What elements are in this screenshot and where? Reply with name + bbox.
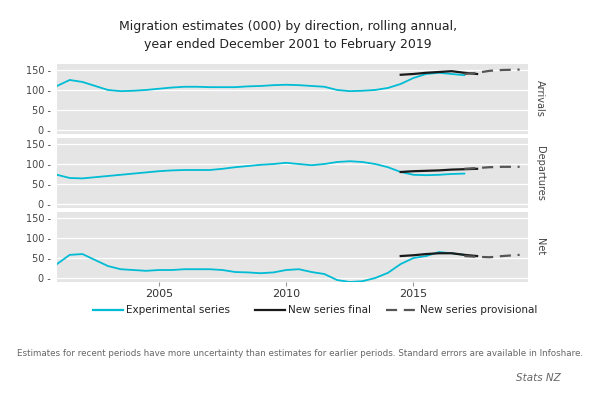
Text: Departures: Departures (535, 146, 545, 200)
Text: Experimental series: Experimental series (126, 305, 230, 315)
Text: Migration estimates (000) by direction, rolling annual,
year ended December 2001: Migration estimates (000) by direction, … (119, 20, 457, 51)
Text: New series provisional: New series provisional (420, 305, 538, 315)
Text: Stats NZ: Stats NZ (516, 373, 561, 383)
Text: Net: Net (535, 238, 545, 256)
Text: New series final: New series final (288, 305, 371, 315)
Text: Estimates for recent periods have more uncertainty than estimates for earlier pe: Estimates for recent periods have more u… (17, 350, 583, 358)
Text: Arrivals: Arrivals (535, 80, 545, 117)
